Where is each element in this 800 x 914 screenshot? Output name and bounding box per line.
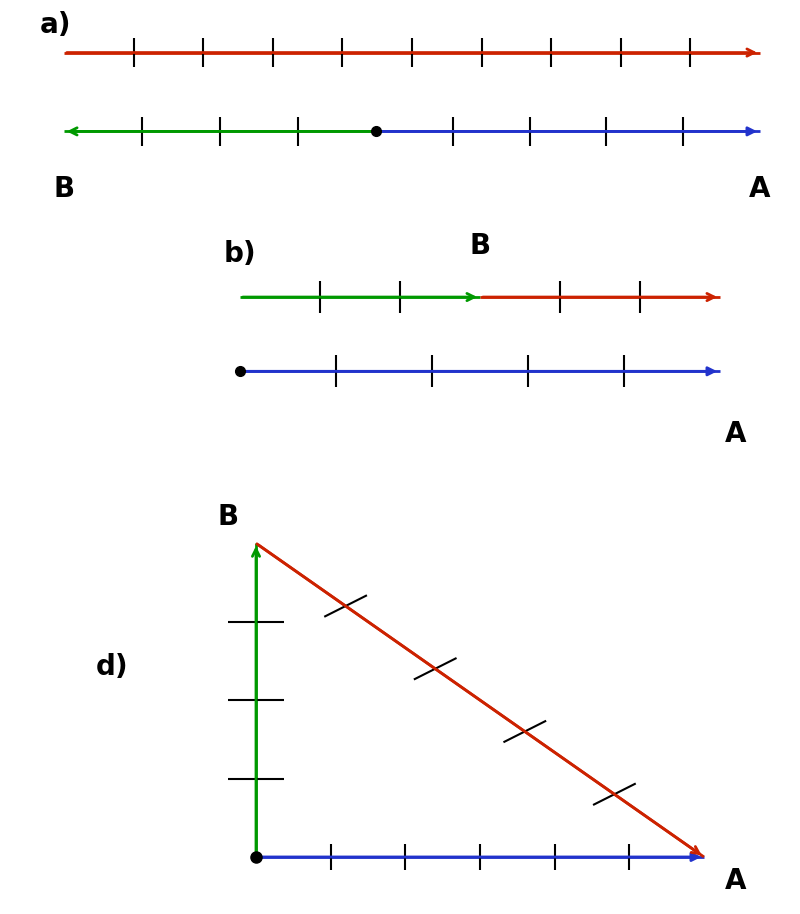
Text: B: B <box>218 503 238 531</box>
Text: A: A <box>726 420 746 448</box>
Text: A: A <box>750 175 770 203</box>
Text: a): a) <box>40 10 71 38</box>
Text: B: B <box>470 231 490 260</box>
Text: B: B <box>54 175 74 203</box>
Text: A: A <box>726 866 746 895</box>
Text: d): d) <box>96 653 129 681</box>
Text: b): b) <box>224 239 257 268</box>
